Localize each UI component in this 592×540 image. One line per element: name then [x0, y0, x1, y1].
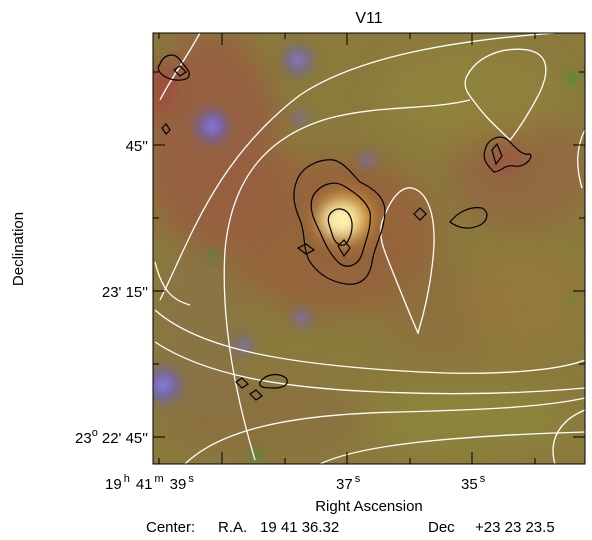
white-contour-right-edge [577, 129, 585, 189]
ra-tick-label: 19 h 41 m 39 s [105, 473, 194, 493]
dec-tick-label: 45'' [126, 138, 149, 155]
plot-frame [152, 32, 586, 465]
black-contour-bottom-blob [259, 373, 288, 389]
white-contour-ridge-2 [154, 341, 585, 395]
white-contour-left-low [154, 261, 191, 306]
dec-deg-unit: o [92, 427, 98, 439]
white-contour-finger [380, 187, 435, 335]
figure-title: V11 [355, 10, 382, 27]
ra-seconds: 39 [170, 476, 187, 493]
black-contours [157, 54, 532, 401]
ra-minutes-unit: m [155, 473, 164, 485]
white-contour-ridge-4 [319, 431, 585, 464]
black-contour-inner [327, 208, 353, 246]
dec-deg: 23 [75, 430, 92, 447]
white-contour-ridge [154, 309, 585, 374]
center-coordinates: Center: R.A. 19 41 36.32 Dec +23 23 23.5 [146, 519, 555, 536]
ra-seconds: 35 [461, 476, 478, 493]
ra-tick-labels: 19 h 41 m 39 s 37 s 35 s [105, 473, 486, 493]
white-contour-arc-inner [159, 33, 201, 101]
dec-tick-label: 23o 22' 45'' [75, 427, 148, 447]
black-contour-dot-1 [337, 239, 351, 258]
black-contour-outer [293, 159, 386, 285]
white-contour-bottom-right [552, 409, 585, 464]
frame-ticks [153, 33, 585, 464]
black-contour-top-left [157, 54, 190, 81]
dec-tick-label: 23' 15'' [102, 284, 148, 301]
black-contour-upper-right [483, 136, 532, 173]
ra-hours: 19 [105, 476, 122, 493]
x-axis-label: Right Ascension [315, 498, 423, 515]
ra-seconds-unit: s [480, 473, 486, 485]
ra-tick-label: 35 s [461, 473, 486, 493]
white-contour-loop-top [464, 48, 547, 141]
center-dec-value: +23 23 23.5 [475, 519, 555, 536]
black-contour-upper-right-inner [491, 142, 503, 166]
black-contour-dot-2 [296, 243, 316, 255]
white-contour-ridge-3 [184, 397, 585, 464]
black-contour-mid [310, 182, 371, 267]
center-prefix: Center: [146, 519, 195, 536]
black-contour-top-left-inner [173, 65, 187, 77]
ra-tick-label: 37 s [336, 473, 361, 493]
black-contour-left-dot [161, 123, 171, 135]
bright-core [305, 182, 385, 254]
white-contour-arc-outer [159, 33, 556, 301]
ra-hours-unit: h [124, 473, 130, 485]
white-contour-arc-mid [223, 99, 471, 461]
y-axis-label: Declination [10, 212, 27, 286]
sky-image [153, 33, 585, 464]
ra-seconds: 37 [336, 476, 353, 493]
center-ra-label: R.A. [218, 519, 247, 536]
center-ra-value: 19 41 36.32 [260, 519, 339, 536]
ra-seconds-unit: s [355, 473, 361, 485]
red-clump [153, 64, 525, 178]
black-contour-dot-3 [413, 207, 427, 221]
dec-rest: 22' 45'' [102, 430, 148, 447]
center-dec-label: Dec [428, 519, 455, 536]
black-contour-right-blob [449, 207, 488, 229]
white-contours [154, 33, 585, 464]
black-contour-bottom-dot-2 [249, 389, 263, 401]
dec-tick-labels: 45'' 23' 15'' 23o 22' 45'' [75, 138, 148, 447]
ra-minutes: 41 [136, 476, 153, 493]
black-contour-bottom-dot-1 [235, 377, 249, 389]
ra-seconds-unit: s [188, 473, 194, 485]
